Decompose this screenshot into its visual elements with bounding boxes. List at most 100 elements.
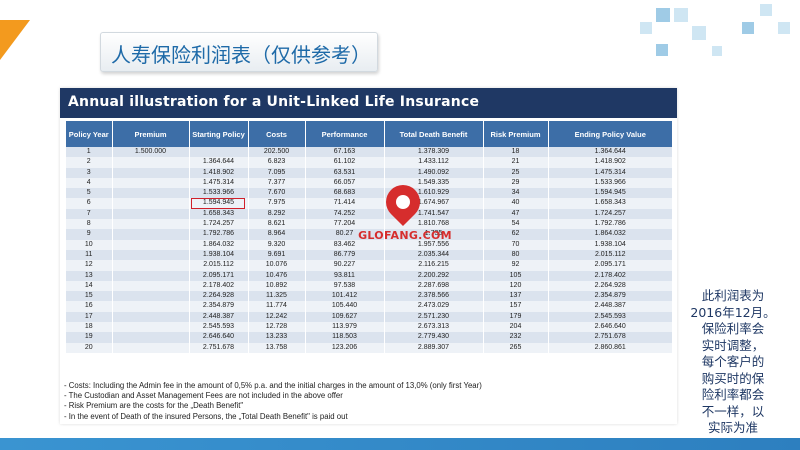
table-cell: 1.364.644: [189, 157, 249, 168]
table-cell: 7: [66, 208, 113, 220]
table-cell: 70: [483, 239, 549, 250]
table-cell: 6.823: [248, 157, 306, 168]
table-cell: [112, 167, 190, 178]
table-cell: 2: [66, 157, 113, 168]
table-cell: 40: [483, 198, 549, 209]
table-cell: 1.810.768: [384, 219, 484, 230]
column-header: Risk Premium: [483, 121, 549, 147]
side-note: 此利润表为 2016年12月。 保险利率会 实时调整， 每个客户的 购买时的保 …: [688, 288, 778, 437]
watermark-text: GLOFANG.COM: [358, 229, 452, 242]
footnotes: - Costs: Including the Admin fee in the …: [64, 381, 674, 422]
table-cell: 1.938.104: [189, 249, 249, 261]
table-cell: 120: [483, 280, 549, 292]
table-cell: 2.545.593: [189, 322, 249, 333]
table-cell: [112, 177, 190, 189]
table-cell: 2.473.029: [384, 301, 484, 312]
table-cell: 1.533.966: [189, 188, 249, 199]
table-cell: 2.178.402: [548, 270, 672, 281]
table-row: 13 2.095.171 10.476 93.811 2.200.292 105 2.178…: [66, 270, 672, 281]
table-cell: 1.658.343: [189, 208, 249, 220]
table-cell: 14: [66, 280, 113, 292]
table-cell: 3: [66, 167, 113, 178]
table-cell: 265: [483, 342, 549, 353]
table-cell: 2.178.402: [189, 280, 249, 292]
table-cell: 1.418.902: [548, 157, 672, 168]
deco-square: [674, 8, 688, 22]
table-cell: 2.264.928: [189, 291, 249, 302]
table-cell: 1.957.556: [384, 239, 484, 250]
table-row: 3 1.418.902 7.095 63.531 1.490.092 25 1.475.31…: [66, 167, 672, 178]
table-cell: 1.735: [384, 229, 484, 240]
table-cell: 16: [66, 301, 113, 312]
column-header: Premium: [112, 121, 190, 147]
table-row: 17 2.448.387 12.242 109.627 2.571.230 179 2.54…: [66, 311, 672, 323]
table-cell: 105: [483, 270, 549, 281]
table-cell: 1.594.945: [189, 198, 249, 210]
table-cell: [112, 280, 190, 292]
table-cell: 2.095.171: [189, 270, 249, 281]
table-row: 9 1.792.786 8.964 80.27 1.735 62 1.864.032: [66, 229, 672, 240]
table-cell: 7.377: [248, 177, 306, 189]
table-cell: 1.792.786: [548, 219, 672, 230]
table-row: 5 1.533.966 7.670 68.683 1.610.929 34 1.594.94…: [66, 188, 672, 199]
side-note-line: 实时调整，: [701, 337, 765, 353]
table-cell: 20: [66, 342, 113, 353]
table-cell: [112, 322, 190, 333]
table-cell: 83.462: [305, 239, 385, 250]
table-cell: 8: [66, 219, 113, 230]
table-cell: 2.751.678: [189, 342, 249, 353]
table-cell: 1.792.786: [189, 229, 249, 240]
table-row: 20 2.751.678 13.758 123.206 2.889.307 265 2.86…: [66, 342, 672, 353]
table-cell: [112, 301, 190, 312]
table-cell: 157: [483, 301, 549, 312]
table-cell: [112, 270, 190, 281]
table-cell: 80.27: [305, 229, 385, 240]
table-cell: 15: [66, 291, 113, 302]
table-cell: 2.646.640: [189, 332, 249, 343]
table-cell: 2.448.387: [189, 311, 249, 323]
table-cell: 62: [483, 229, 549, 240]
table-cell: 12: [66, 260, 113, 271]
table-row: 18 2.545.593 12.728 113.979 2.673.313 204 2.64…: [66, 322, 672, 333]
table-cell: 97.538: [305, 280, 385, 292]
deco-square: [640, 22, 652, 34]
table-cell: 2.095.171: [548, 260, 672, 271]
table-cell: 2.378.566: [384, 291, 484, 302]
illustration-panel: Annual illustration for a Unit-Linked Li…: [60, 88, 677, 424]
table-cell: 105.440: [305, 301, 385, 312]
table-cell: 11.774: [248, 301, 306, 312]
table-cell: 11: [66, 249, 113, 261]
table-cell: 1.724.257: [189, 219, 249, 230]
table-cell: 6: [66, 198, 113, 209]
table-row: 7 1.658.343 8.292 74.252 1.741.547 47 1.724.25…: [66, 208, 672, 220]
table-cell: 7.095: [248, 167, 306, 178]
table-cell: 1.364.644: [548, 147, 672, 158]
table-cell: 92: [483, 260, 549, 271]
table-cell: 2.264.928: [548, 280, 672, 292]
table-cell: 71.414: [305, 198, 385, 209]
deco-square: [712, 46, 722, 56]
table-cell: 67.163: [305, 147, 385, 158]
table-cell: 13.758: [248, 342, 306, 353]
table-cell: 118.503: [305, 332, 385, 343]
table-cell: 18: [66, 322, 113, 333]
table-cell: 21: [483, 157, 549, 168]
deco-square: [692, 26, 706, 40]
panel-header: Annual illustration for a Unit-Linked Li…: [60, 88, 677, 118]
side-note-line: 不一样，以: [701, 403, 765, 419]
table-cell: 179: [483, 311, 549, 323]
table-cell: 80: [483, 249, 549, 261]
table-cell: 10.892: [248, 280, 306, 292]
table-cell: 2.646.640: [548, 322, 672, 333]
table-cell: 4: [66, 177, 113, 189]
table-cell: 109.627: [305, 311, 385, 323]
table-cell: 12.728: [248, 322, 306, 333]
footnote: - In the event of Death of the insured P…: [64, 411, 348, 421]
table-row: 15 2.264.928 11.325 101.412 2.378.566 137 2.35…: [66, 291, 672, 302]
table-cell: 18: [483, 147, 549, 158]
table-cell: 8.964: [248, 229, 306, 240]
table-row: 1 1.500.000 202.500 67.163 1.378.309 18 1.364.…: [66, 147, 672, 158]
table-cell: 13: [66, 270, 113, 281]
column-header: Costs: [248, 121, 306, 147]
table-cell: 19: [66, 332, 113, 343]
